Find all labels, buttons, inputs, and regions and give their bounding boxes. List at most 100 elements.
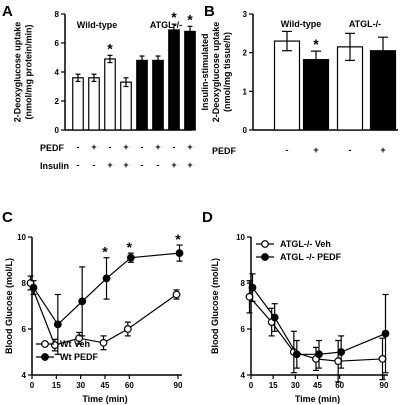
panel-c-y-label-group: Blood Glucose (mol/L): [4, 258, 14, 354]
panel-a-y-label-group: 2-Deoxyglucose uptake (nmol/mg protein/mi…: [13, 22, 34, 123]
panel-c-data-point: [78, 297, 87, 306]
panel-a-bar: [104, 58, 116, 131]
panel-c-x-tick-label: 45: [101, 381, 110, 390]
panel-c-x-tick-label: 30: [76, 381, 85, 390]
panel-a-condition-sign: +: [187, 142, 192, 152]
panel-c-legend-marker: [41, 353, 49, 361]
panel-d-data-point: [292, 350, 301, 359]
panel-a-row-label: Insulin: [40, 161, 69, 171]
panel-a-y-label: 2-Deoxyglucose uptake: [13, 22, 23, 123]
panel-c-data-point: [175, 249, 184, 258]
panel-a-condition-sign: +: [171, 160, 176, 170]
panel-d-data-point: [270, 313, 279, 322]
panel-b-y-tick-label: 3: [243, 10, 248, 19]
panel-d-x-tick-label: 60: [335, 381, 344, 390]
panel-a-condition-sign: +: [107, 160, 112, 170]
panel-c-series-line: [29, 282, 177, 346]
panel-d-legend-marker: [261, 240, 269, 248]
panel-a-bar: [168, 29, 180, 131]
panel-c-data-point: [99, 338, 108, 347]
panel-d-legend-label: ATGL-/- Veh: [280, 239, 331, 249]
panel-d-series-line: [249, 296, 383, 362]
panel-letter-a: A: [2, 3, 13, 20]
panel-c-y-tick-label: 10: [17, 233, 26, 242]
panel-c-y-tick-label: 4: [22, 371, 27, 380]
panel-c-legend-label: Wt Veh: [60, 339, 90, 349]
panel-a-group-label: ATGL-/-: [150, 20, 182, 30]
panel-c-x-tick-label: 15: [52, 381, 61, 390]
panel-letter-d: D: [202, 209, 213, 226]
panel-d-y-label-group: Blood Glucose (mol/L): [210, 258, 220, 354]
panel-d-x-tick-label: 30: [291, 381, 300, 390]
panel-c-x-tick-label: 0: [30, 381, 35, 390]
panel-a-y-tick-label: 4: [55, 68, 60, 77]
panel-d-data-point: [315, 350, 323, 359]
panel-a-y-label: (nmol/mg protein/min): [24, 25, 34, 120]
panel-c-y-label: Blood Glucose (mol/L): [4, 258, 14, 354]
panel-b-condition-sign: -: [286, 145, 289, 155]
panel-d-x-tick-label: 90: [380, 381, 389, 390]
panel-b-y-label: 2-Deoxyglucose uptake: [211, 22, 221, 123]
panel-b-group-label: ATGL-/-: [349, 19, 381, 29]
panel-a-condition-sign: -: [173, 142, 176, 152]
panel-a-significance: *: [187, 11, 193, 27]
panel-b-bar: [302, 59, 330, 131]
panel-a-condition-sign: +: [155, 142, 160, 152]
panel-c-data-point: [102, 274, 111, 283]
panel-d-data-point: [248, 283, 257, 292]
panel-a-group-label: Wild-type: [77, 20, 117, 30]
panel-d-legend-marker: [261, 253, 269, 261]
panel-c-legend-label: Wt PEDF: [60, 352, 98, 362]
panel-c-x-tick-label: 60: [125, 381, 134, 390]
panel-d-data-point: [245, 292, 254, 301]
panel-b-significance: *: [313, 36, 319, 52]
panel-b-y-label: Insulin-stimulated: [200, 33, 210, 110]
panel-d-x-tick-label: 15: [269, 381, 278, 390]
panel-b-condition-sign: +: [313, 145, 318, 155]
panel-d-legend-label: ATGL -/- PEDF: [280, 252, 342, 262]
panel-b-y-tick-label: 1: [243, 87, 248, 96]
panel-c-data-point: [29, 283, 38, 292]
panel-a-bar: [184, 30, 196, 131]
panel-c-data-point: [50, 341, 59, 350]
panel-a-condition-sign: -: [77, 160, 80, 170]
panel-d-y-tick-label: 10: [236, 233, 245, 242]
panel-c-legend-marker: [41, 340, 49, 348]
panel-a-y-tick-label: 8: [55, 10, 60, 19]
panel-a-condition-sign: -: [157, 160, 160, 170]
panel-a-condition-sign: -: [77, 142, 80, 152]
panel-b-condition-sign: -: [349, 145, 352, 155]
panel-b-condition-sign: +: [380, 145, 385, 155]
panel-b-bar: [273, 40, 301, 131]
panel-b-y-tick-label: 0: [243, 126, 248, 135]
panel-c-series-line: [32, 252, 180, 326]
panel-a-bar: [120, 81, 132, 131]
panel-c-data-point: [75, 334, 84, 343]
panel-a-bar: [136, 59, 148, 131]
panel-d-x-tick-label: 45: [313, 381, 322, 390]
panel-c-data-point: [53, 320, 62, 329]
panel-a-condition-sign: +: [123, 142, 128, 152]
panel-c-significance: *: [127, 239, 133, 255]
panel-a-significance: *: [107, 40, 113, 56]
panel-a-bar: [88, 77, 100, 131]
panel-a-row-label: PEDF: [40, 143, 65, 153]
panel-c-significance: *: [102, 244, 108, 260]
panel-a-bar: [152, 59, 164, 131]
panel-c-x-label: Time (min): [82, 394, 127, 404]
panel-a-y-tick-label: 0: [55, 126, 60, 135]
panel-c-data-point: [172, 290, 181, 299]
panel-a-y-tick-label: 2: [55, 97, 60, 106]
panel-c-y-tick-label: 6: [22, 325, 27, 334]
panel-b-row-label: PEDF: [212, 146, 237, 156]
panel-b-y-tick-label: 2: [243, 49, 248, 58]
panel-a-condition-sign: -: [141, 160, 144, 170]
panel-b-y-label-group: Insulin-stimulated 2-Deoxyglucose uptake(…: [200, 22, 232, 123]
panel-a-condition-sign: +: [187, 160, 192, 170]
panel-b-y-label: (nmol/mg tissue/h): [222, 32, 232, 112]
panel-d-series-line: [252, 287, 386, 355]
panel-c-significance: *: [175, 231, 181, 247]
panel-a-significance: *: [171, 9, 177, 25]
panel-d-data-point: [337, 348, 346, 356]
